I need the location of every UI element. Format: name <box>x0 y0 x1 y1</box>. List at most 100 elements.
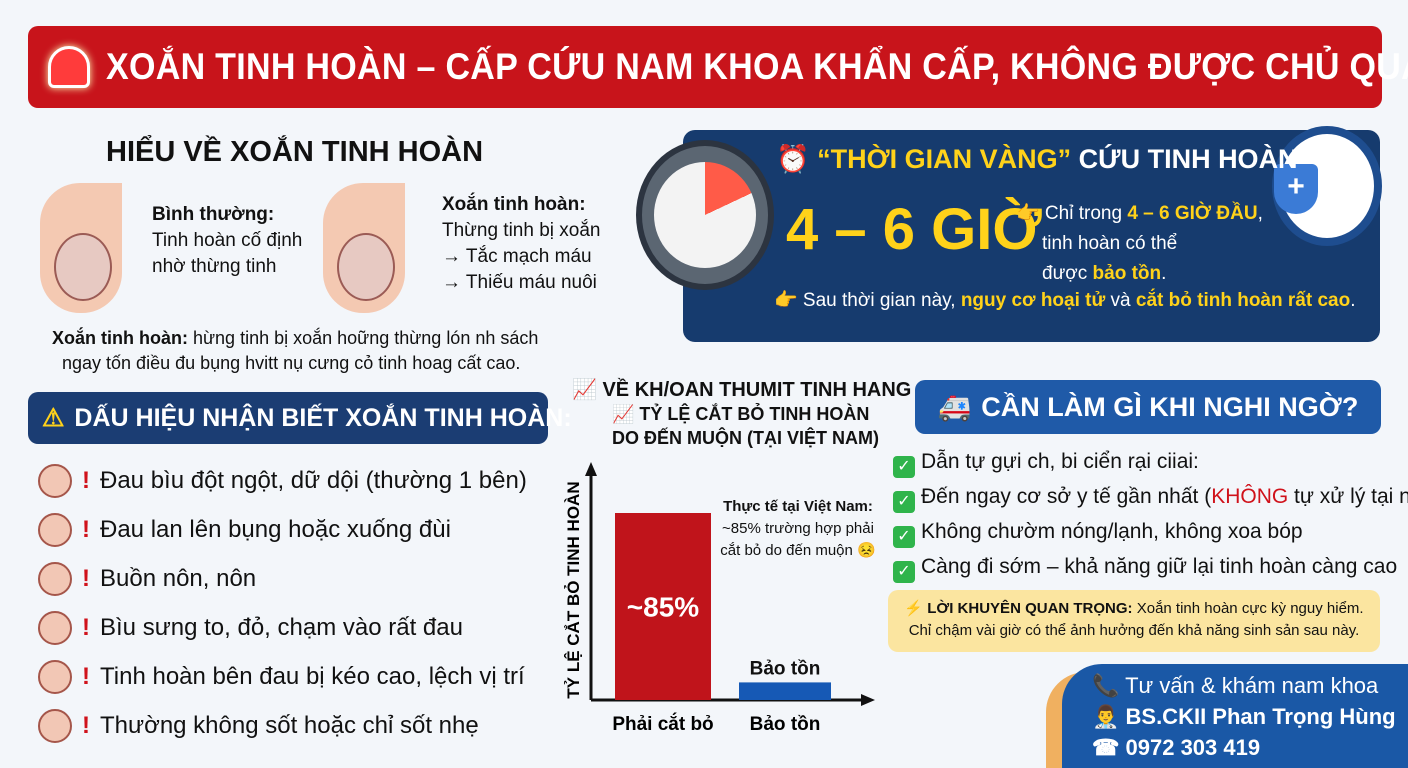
golden-title-rest: CỨU TINH HOÀN <box>1071 144 1298 174</box>
advice-text: Xoắn tinh hoàn cực kỳ nguy hiểm. <box>1132 600 1364 617</box>
exclamation-icon: ! <box>82 564 90 592</box>
data-label: ~85% <box>627 592 699 623</box>
todo-text: Đến ngay cơ sở y tế gần nhất ( <box>921 485 1212 508</box>
exclamation-icon: ! <box>82 662 90 690</box>
signs-header: ⚠ DẤU HIỆU NHẬN BIẾT XOẮN TINH HOÀN: <box>28 392 572 444</box>
advice-label: LỜI KHUYÊN QUAN TRỌNG: <box>927 600 1133 617</box>
golden-warning: 👉 Sau thời gian này, nguy cơ hoại tử và … <box>774 288 1355 312</box>
t: 👉 Chỉ trong <box>1016 203 1128 224</box>
sign-item: ! Tinh hoàn bên đau bị kéo cao, lệch vị t… <box>38 652 527 701</box>
chart-title: TỶ LỆ CẮT BỎ TINH HOÀN <box>639 404 870 424</box>
sign-text: Đau lan lên bụng hoặc xuống đùi <box>100 515 451 543</box>
summary-label: Xoắn tinh hoàn: <box>52 328 188 348</box>
phone-link[interactable]: ☎ 0972 303 419 <box>1092 735 1261 760</box>
sign-item: ! Đau lan lên bụng hoặc xuống đùi <box>38 505 527 554</box>
t: Thực tế tại Việt Nam: <box>723 498 873 515</box>
check-icon: ✓ <box>893 456 915 478</box>
title-banner: XOẮN TINH HOÀN – CẤP CỨU NAM KHOA KHẨN C… <box>28 26 1408 108</box>
sign-item: ! Đau bìu đột ngột, dữ dội (thường 1 bên) <box>38 456 527 505</box>
t: 4 – 6 GIỜ ĐẦU <box>1127 203 1258 224</box>
t: . <box>1350 290 1356 311</box>
exclamation-icon: ! <box>82 711 90 739</box>
todo-list: ✓ Dẫn tự gựi ch, bi ciển rại ciiai: ✓ Đến n… <box>893 444 1408 584</box>
symptom-icon <box>38 512 72 547</box>
todo-text: Không chườm nóng/lạnh, không xoa bóp <box>921 520 1303 543</box>
t: được <box>1042 263 1093 284</box>
check-icon: ✓ <box>893 491 915 513</box>
todo-item: ✓ Đến ngay cơ sở y tế gần nhất (KHÔNG tự … <box>893 479 1408 514</box>
bar-chart: TỶ LỆ CẮT BỎ TINH HOÀN ~85% Phải cắt bỏ Bả… <box>564 462 875 735</box>
sign-text: Tinh hoàn bên đau bị kéo cao, lệch vị tr… <box>100 662 525 690</box>
summary-text: ngay tốn điều đu bụng hvitt nụ cưng cỏ t… <box>62 353 521 373</box>
chart-header: 📈 VỀ KH/OAN THUMIT TINH HANG 📈 TỶ LỆ CẮT… <box>572 378 911 450</box>
contact-box: 📞 Tư vấn & khám nam khoa 👨‍⚕️ BS.CKII Ph… <box>1062 664 1408 768</box>
advice-text: Chỉ chậm vài giờ có thể ảnh hưởng đến kh… <box>908 622 1360 639</box>
bar-0 <box>615 513 711 700</box>
todo-title: CẦN LÀM GÌ KHI NGHI NGỜ? <box>981 391 1359 422</box>
sign-text: Đau bìu đột ngột, dữ dội (thường 1 bên) <box>100 466 527 494</box>
x-axis-arrow <box>861 694 875 706</box>
normal-anatomy-illustration <box>40 183 122 313</box>
check-icon: ✓ <box>893 526 915 548</box>
torsion-title: Xoắn tinh hoàn: <box>442 194 586 215</box>
t: cắt bỏ tinh hoàn rất cao <box>1135 290 1351 311</box>
golden-title-quote: “THỜI GIAN VÀNG” <box>817 144 1072 174</box>
t: bảo tồn <box>1092 263 1162 284</box>
page-title: XOẮN TINH HOÀN – CẤP CỨU NAM KHOA KHẨN C… <box>106 46 1408 87</box>
normal-line: nhờ thừng tinh <box>152 256 277 277</box>
sign-item: ! Thường không sốt hoặc chỉ sốt nhẹ <box>38 701 527 750</box>
t: cắt bỏ do đến muộn 😣 <box>720 542 876 559</box>
check-icon: ✓ <box>893 561 915 583</box>
sign-item: ! Buồn nôn, nôn <box>38 554 527 603</box>
y-axis-label: TỶ LỆ CẮT BỎ TINH HOÀN <box>564 481 583 698</box>
siren-icon <box>48 46 90 88</box>
signs-list: ! Đau bìu đột ngột, dữ dội (thường 1 bên)… <box>38 456 527 750</box>
data-label: Bảo tồn <box>750 658 821 679</box>
summary-text: hừng tinh bị xoắn hoững thừng lón nh sác… <box>187 328 539 348</box>
todo-text: Dẫn tự gựi ch, bi ciển rại ciiai: <box>921 450 1199 473</box>
y-axis-arrow <box>585 462 597 476</box>
chart-title: DO ĐẾN MUỘN (TẠI VIỆT NAM) <box>612 428 879 448</box>
signs-title: DẤU HIỆU NHẬN BIẾT XOẮN TINH HOÀN: <box>74 403 572 432</box>
symptom-icon <box>38 610 72 645</box>
torsion-line: → Thiếu máu nuôi <box>442 272 597 293</box>
understand-title: HIỂU VỀ XOẮN TINH HOÀN <box>106 136 484 168</box>
contact-service: 📞 Tư vấn & khám nam khoa <box>1092 673 1379 698</box>
t: và <box>1105 290 1136 311</box>
t: , <box>1257 203 1263 224</box>
sign-text: Buồn nôn, nôn <box>100 564 257 592</box>
sign-text: Bìu sưng to, đỏ, chạm vào rất đau <box>100 613 463 641</box>
torsion-line: → Tắc mạch máu <box>442 246 592 267</box>
chart-annotation: Thực tế tại Việt Nam: ~85% trường hợp ph… <box>718 496 878 562</box>
t: . <box>1161 263 1167 284</box>
clock-shield-icon: + <box>1272 126 1382 246</box>
todo-header: 🚑 CẦN LÀM GÌ KHI NGHI NGỜ? <box>915 380 1381 434</box>
golden-hours: 4 – 6 GIỜ <box>786 197 1042 262</box>
torsion-line: Thừng tinh bị xoắn <box>442 220 601 241</box>
normal-line: Tinh hoàn cố định <box>152 230 303 251</box>
t: ~85% trường hợp phải <box>722 520 874 537</box>
doctor-name: 👨‍⚕️ BS.CKII Phan Trọng Hùng <box>1092 704 1396 729</box>
exclamation-icon: ! <box>82 466 90 494</box>
golden-desc: 👉 Chỉ trong 4 – 6 GIỜ ĐẦU, tinh hoàn có … <box>1016 199 1263 289</box>
chart-up-icon: 📈 <box>612 404 640 424</box>
ambulance-icon: 🚑 <box>937 392 972 422</box>
todo-item: ✓ Càng đi sớm – khả năng giữ lại tinh hoà… <box>893 549 1408 584</box>
todo-text: Càng đi sớm – khả năng giữ lại tinh hoàn… <box>921 555 1398 578</box>
todo-text: tự xử lý tại nhà) <box>1294 485 1408 508</box>
exclamation-icon: ! <box>82 613 90 641</box>
golden-time-panel <box>683 130 1380 342</box>
golden-title: ⏰ “THỜI GIAN VÀNG” CỨU TINH HOÀN <box>776 144 1298 174</box>
sign-item: ! Bìu sưng to, đỏ, chạm vào rất đau <box>38 603 527 652</box>
symptom-icon <box>38 708 72 743</box>
advice-box: ⚡ LỜI KHUYÊN QUAN TRỌNG: Xoắn tinh hoàn … <box>888 590 1380 652</box>
normal-desc: Bình thường: Tinh hoàn cố định nhờ thừng… <box>152 202 302 280</box>
bar-1 <box>739 682 831 700</box>
category-label: Phải cắt bỏ <box>612 713 713 735</box>
sign-text: Thường không sốt hoặc chỉ sốt nhẹ <box>100 711 479 739</box>
t: 👉 Sau thời gian này, <box>774 290 961 311</box>
todo-item: ✓ Không chườm nóng/lạnh, không xoa bóp <box>893 514 1408 549</box>
normal-title: Bình thường: <box>152 204 275 225</box>
category-label: Bảo tồn <box>750 714 821 735</box>
symptom-icon <box>38 561 72 596</box>
